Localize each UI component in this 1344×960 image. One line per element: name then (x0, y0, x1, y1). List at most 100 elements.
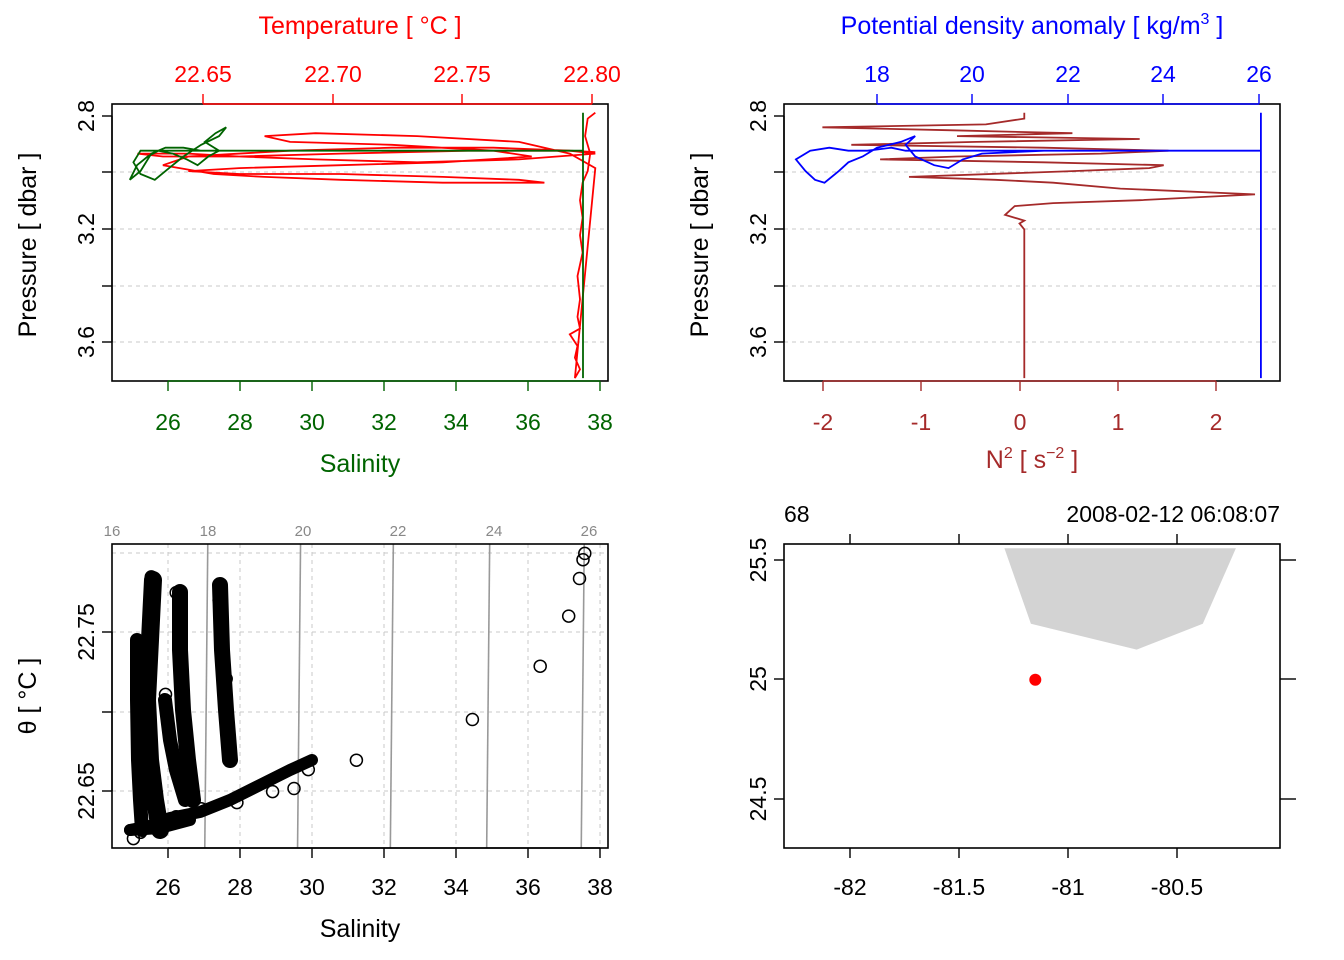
ts-point (158, 687, 173, 702)
ts-cluster-column-1 (138, 571, 169, 839)
p2-top-tick-label: 20 (959, 61, 985, 87)
p1-bottom-tick-label: 38 (587, 409, 613, 435)
ts-point (230, 795, 244, 810)
p4-bottom-tick-label: -80.5 (1151, 874, 1203, 900)
p4-latitude-axis: 24.5 25 25.5 (745, 538, 784, 822)
p2-n2-axis: -2 -1 0 1 2 N2 [ s−2 ] (813, 380, 1223, 474)
ts-cluster-bottom (124, 814, 196, 836)
p3-bottom-tick-label: 36 (515, 874, 541, 900)
ts-point (578, 546, 592, 561)
p4-y-tick-label: 24.5 (745, 777, 771, 822)
p2-top-tick-label: 18 (864, 61, 890, 87)
p3-theta-axis-title: θ [ °C ] (14, 658, 42, 735)
p3-contour-labels: 16 18 20 22 24 26 (104, 523, 598, 540)
ts-point (169, 809, 183, 824)
p2-pressure-axis: 2.8 3.2 3.6 Pressure [ dbar ] (686, 100, 785, 358)
p1-top-tick-label: 22.80 (563, 61, 621, 87)
station-marker[interactable] (1029, 673, 1042, 686)
p1-bottom-tick-label: 32 (371, 409, 397, 435)
station-time-label: 2008-02-12 06:08:07 (1066, 501, 1280, 527)
density-contour-26 (580, 543, 586, 849)
p4-plot-frame (783, 543, 1281, 849)
n2-line (822, 112, 1256, 379)
p2-n2-axis-title: N2 [ s−2 ] (986, 445, 1078, 474)
p2-bottom-tick-label: 2 (1210, 409, 1223, 435)
ts-point (287, 781, 301, 796)
density-line (794, 112, 1262, 379)
ts-point (265, 784, 280, 799)
land-polygon (1004, 548, 1236, 650)
p1-bottom-tick-label: 36 (515, 409, 541, 435)
p2-pressure-axis-title: Pressure [ dbar ] (686, 153, 714, 338)
salinity-line (128, 112, 584, 379)
p3-y-tick-label: 22.65 (73, 762, 99, 820)
p1-y-tick-label: 2.8 (73, 100, 99, 132)
p2-density-axis: 18 20 22 24 26 Potential density anomaly… (841, 11, 1272, 105)
p1-salinity-axis: 26 28 30 32 34 36 38 Salinity (155, 380, 613, 478)
p1-bottom-tick-label: 26 (155, 409, 181, 435)
ts-point (349, 753, 364, 767)
p4-bottom-tick-label: -82 (833, 874, 866, 900)
p4-longitude-axis: -82 -81.5 -81 -80.5 (833, 848, 1203, 900)
ts-point (140, 703, 155, 717)
p1-bottom-tick-label: 34 (443, 409, 469, 435)
ts-cluster-column-3 (172, 584, 201, 808)
ts-point (144, 570, 159, 584)
p1-top-tick-label: 22.65 (174, 61, 232, 87)
p3-theta-axis: 22.65 22.75 θ [ °C ] (14, 603, 113, 820)
ts-point (169, 585, 183, 600)
p4-top-axis: 68 2008-02-12 06:08:07 (784, 501, 1280, 544)
p2-bottom-tick-label: 0 (1014, 409, 1027, 435)
ts-cluster-column-2 (130, 633, 149, 837)
p2-bottom-tick-label: -1 (911, 409, 931, 435)
p4-y-tick-label: 25.5 (745, 538, 771, 583)
p2-y-tick-label: 2.8 (745, 100, 771, 132)
p3-bottom-tick-label: 28 (227, 874, 253, 900)
ts-point (301, 762, 316, 777)
p1-top-tick-label: 22.70 (304, 61, 362, 87)
ts-points (126, 546, 592, 846)
p1-y-tick-label: 3.2 (73, 213, 99, 245)
p3-bottom-tick-label: 30 (299, 874, 325, 900)
ts-point (561, 609, 576, 623)
p2-y-tick-label: 3.6 (745, 326, 771, 358)
p4-bottom-tick-label: -81.5 (933, 874, 985, 900)
p1-temperature-axis-title: Temperature [ °C ] (258, 12, 461, 40)
p3-bottom-tick-label: 32 (371, 874, 397, 900)
p2-top-tick-label: 24 (1150, 61, 1176, 87)
ts-diagram-panel: 16 18 20 22 24 26 26 28 30 32 34 36 38 S… (14, 523, 613, 943)
p3-y-tick-label: 22.75 (73, 603, 99, 661)
p3-salinity-axis-title: Salinity (320, 915, 401, 943)
p1-temperature-axis: 22.65 22.70 22.75 22.80 Temperature [ °C… (174, 12, 621, 105)
p3-bottom-tick-label: 26 (155, 874, 181, 900)
station-id-label: 68 (784, 501, 810, 527)
p4-right-axis (1280, 559, 1296, 800)
density-contour-22 (389, 543, 395, 849)
p4-y-tick-label: 25 (745, 666, 771, 692)
ts-point (212, 593, 226, 608)
density-contour-24 (485, 543, 491, 849)
contour-label: 24 (486, 523, 503, 540)
ts-point (572, 571, 587, 586)
station-map-panel: 68 2008-02-12 06:08:07 -82 -81.5 -81 -80… (745, 501, 1296, 900)
ts-point (533, 659, 547, 673)
ts-point (576, 552, 590, 567)
p2-top-tick-label: 22 (1055, 61, 1081, 87)
p3-bottom-tick-label: 34 (443, 874, 469, 900)
contour-label: 16 (104, 523, 121, 540)
temperature-line (137, 111, 597, 379)
p2-bottom-tick-label: -2 (813, 409, 833, 435)
ts-point (194, 802, 208, 816)
p1-top-tick-label: 22.75 (433, 61, 491, 87)
p1-grid (112, 171, 608, 343)
density-contour-18 (203, 543, 209, 849)
ts-point-cloud (124, 571, 318, 839)
p2-y-tick-label: 3.2 (745, 213, 771, 245)
p1-bottom-tick-label: 28 (227, 409, 253, 435)
contour-label: 26 (581, 523, 598, 540)
ts-point (133, 825, 148, 840)
p1-bottom-tick-label: 30 (299, 409, 325, 435)
p1-pressure-axis-title: Pressure [ dbar ] (14, 153, 42, 338)
density-n2-profile-panel: 18 20 22 24 26 Potential density anomaly… (686, 11, 1281, 474)
